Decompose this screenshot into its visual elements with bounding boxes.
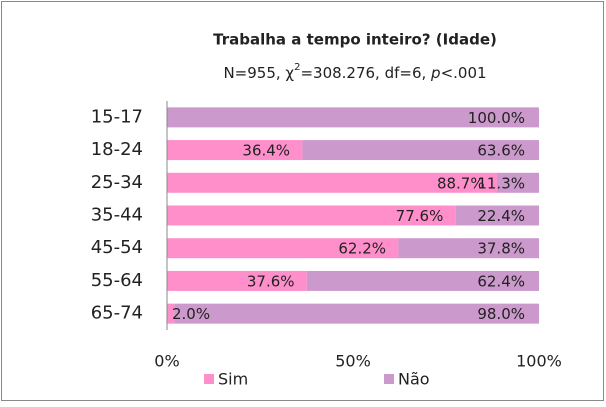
- value-label: 37.8%: [477, 240, 525, 258]
- bar-segment: [398, 238, 539, 259]
- y-tick-label: 45-54: [91, 237, 143, 258]
- x-tick-label: 100%: [516, 352, 562, 371]
- bar-segment: [496, 172, 539, 193]
- bar-segment: [455, 205, 539, 226]
- chart-title: Trabalha a tempo inteiro? (Idade): [213, 31, 497, 49]
- value-label: 36.4%: [242, 142, 290, 160]
- y-tick-label: 65-74: [91, 303, 143, 324]
- value-label: 37.6%: [247, 272, 295, 290]
- value-label: 11.3%: [477, 174, 525, 192]
- bar-segment: [167, 107, 539, 128]
- value-label: 88.7%: [437, 174, 485, 192]
- x-tick-label: 0%: [154, 352, 179, 371]
- value-label: 63.6%: [477, 142, 525, 160]
- bar-segment: [174, 303, 539, 324]
- chart-subtitle: N=955, χ2=308.276, df=6, p<.001: [223, 62, 486, 82]
- value-label: 62.4%: [477, 272, 525, 290]
- x-tick-label: 50%: [335, 352, 371, 371]
- legend-swatch: [204, 374, 214, 384]
- legend-label: Sim: [218, 370, 248, 389]
- bar-segment: [167, 140, 303, 161]
- bar-segment: [167, 172, 497, 193]
- value-label: 77.6%: [396, 207, 444, 225]
- legend-label: Não: [398, 370, 430, 389]
- value-label: 62.2%: [338, 240, 386, 258]
- value-label: 22.4%: [477, 207, 525, 225]
- y-tick-label: 15-17: [91, 106, 143, 127]
- value-label: 2.0%: [172, 305, 210, 323]
- bar-segment: [167, 303, 175, 324]
- bar-segment: [167, 238, 399, 259]
- bar-segment: [306, 270, 539, 291]
- chart-border: [1, 1, 604, 401]
- bar-segment: [167, 205, 456, 226]
- value-label: 98.0%: [477, 305, 525, 323]
- y-tick-label: 35-44: [91, 205, 143, 226]
- legend-swatch: [384, 374, 394, 384]
- bar-segment: [302, 140, 539, 161]
- y-tick-label: 55-64: [91, 270, 143, 291]
- y-tick-label: 25-34: [91, 172, 143, 193]
- bar-segment: [167, 270, 307, 291]
- value-label: 100.0%: [468, 109, 525, 127]
- y-tick-label: 18-24: [91, 139, 143, 160]
